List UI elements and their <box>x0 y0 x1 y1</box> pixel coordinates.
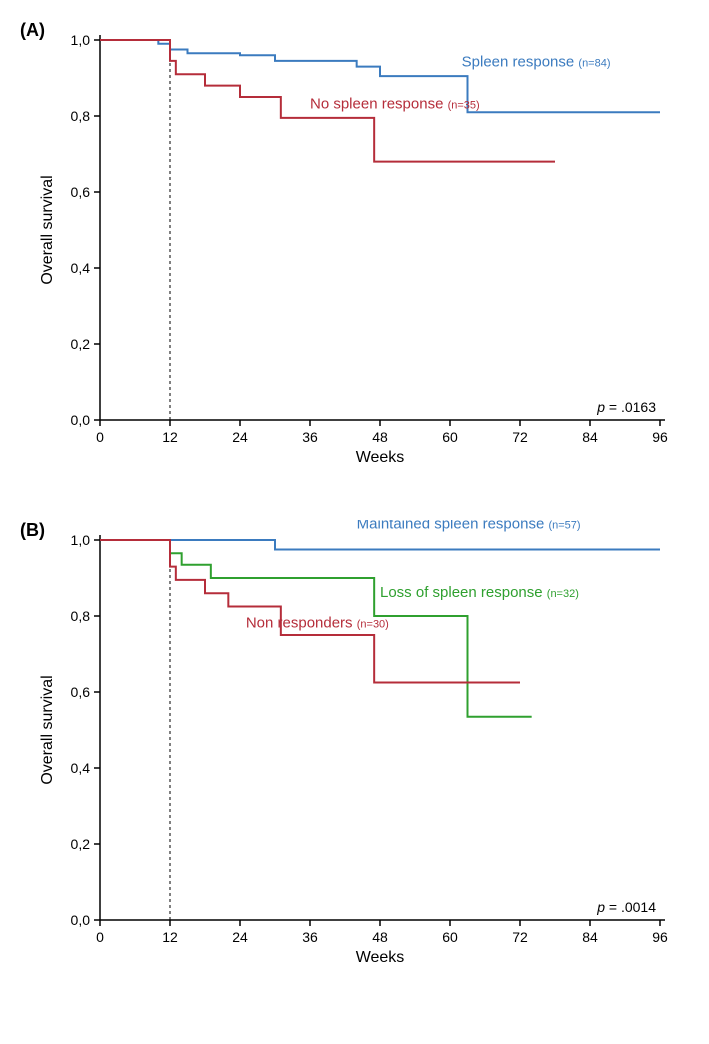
svg-text:0,6: 0,6 <box>71 684 91 700</box>
svg-text:1,0: 1,0 <box>71 32 91 48</box>
svg-text:60: 60 <box>442 929 458 945</box>
svg-text:96: 96 <box>652 929 668 945</box>
svg-text:48: 48 <box>372 429 388 445</box>
panel-a-label: (A) <box>20 20 45 41</box>
svg-text:0,8: 0,8 <box>71 608 91 624</box>
series-label: Maintained spleen response (n=57) <box>357 520 581 533</box>
svg-text:24: 24 <box>232 929 248 945</box>
chart-b: 0,0 0,2 0,4 0,6 0,8 1,0 0 12 24 36 48 60 72 84 96 Weeks… <box>20 520 689 980</box>
svg-text:96: 96 <box>652 429 668 445</box>
svg-text:36: 36 <box>302 929 318 945</box>
svg-text:12: 12 <box>162 429 178 445</box>
svg-text:Weeks: Weeks <box>356 449 405 466</box>
svg-text:72: 72 <box>512 429 528 445</box>
svg-text:0,0: 0,0 <box>71 912 91 928</box>
svg-text:48: 48 <box>372 929 388 945</box>
svg-text:24: 24 <box>232 429 248 445</box>
series-label: Loss of spleen response (n=32) <box>380 584 579 601</box>
svg-text:72: 72 <box>512 929 528 945</box>
series-label: No spleen response (n=35) <box>310 95 480 112</box>
series-line <box>100 540 520 683</box>
svg-text:0,2: 0,2 <box>71 836 91 852</box>
panel-a: (A) 0,0 0,2 0,4 0,6 0,8 1,0 0 12 24 36 48 60 72 84 96 W… <box>20 20 689 480</box>
svg-text:0,6: 0,6 <box>71 184 91 200</box>
series-label: Spleen response (n=84) <box>462 54 611 71</box>
svg-text:0,4: 0,4 <box>71 260 91 276</box>
series-label: Non responders (n=30) <box>246 614 389 631</box>
svg-text:0,8: 0,8 <box>71 108 91 124</box>
svg-text:36: 36 <box>302 429 318 445</box>
svg-text:Overall survival: Overall survival <box>39 175 56 284</box>
svg-text:0: 0 <box>96 429 104 445</box>
svg-text:0,2: 0,2 <box>71 336 91 352</box>
svg-text:Weeks: Weeks <box>356 949 405 966</box>
p-value: p = .0163 <box>596 399 656 415</box>
series-line <box>100 540 660 550</box>
svg-text:84: 84 <box>582 429 598 445</box>
svg-text:12: 12 <box>162 929 178 945</box>
svg-text:1,0: 1,0 <box>71 532 91 548</box>
svg-text:60: 60 <box>442 429 458 445</box>
svg-text:0: 0 <box>96 929 104 945</box>
panel-b-label: (B) <box>20 520 45 541</box>
svg-text:0,4: 0,4 <box>71 760 91 776</box>
svg-text:84: 84 <box>582 929 598 945</box>
svg-text:Overall survival: Overall survival <box>39 675 56 784</box>
svg-text:0,0: 0,0 <box>71 412 91 428</box>
p-value: p = .0014 <box>596 899 656 915</box>
panel-b: (B) 0,0 0,2 0,4 0,6 0,8 1,0 0 12 24 36 48 60 72 84 96 W… <box>20 520 689 980</box>
chart-a: 0,0 0,2 0,4 0,6 0,8 1,0 0 12 24 36 48 60 72 84 96 Weeks… <box>20 20 689 480</box>
